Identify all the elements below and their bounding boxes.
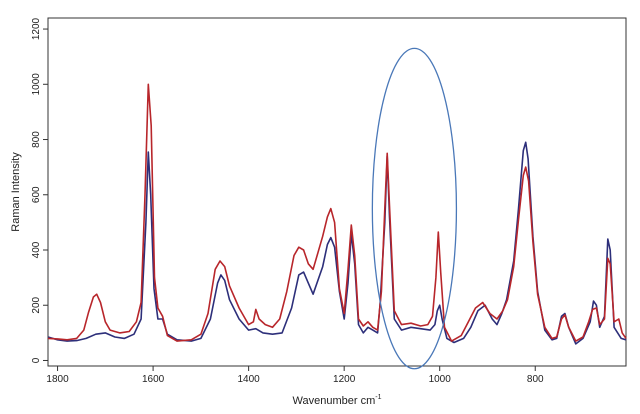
y-tick-label: 400: [31, 241, 42, 258]
y-axis-title: Raman Intensity: [10, 152, 22, 232]
series-line-1: [47, 141, 627, 345]
y-tick-label: 1200: [31, 17, 42, 40]
annotation-layer: [371, 47, 458, 370]
series-line-2: [47, 83, 627, 342]
x-tick-label: 1800: [46, 374, 69, 385]
x-axis-title: Wavenumber cm-1: [293, 394, 382, 407]
y-tick-label: 0: [31, 357, 42, 363]
y-tick-label: 800: [31, 131, 42, 148]
x-tick-label: 1000: [429, 374, 452, 385]
plot-frame: [47, 17, 627, 367]
highlight-ellipse: [371, 47, 458, 370]
x-tick-label: 800: [527, 374, 544, 385]
x-tick-label: 1400: [238, 374, 261, 385]
y-tick-label: 600: [31, 186, 42, 203]
y-tick-label: 1000: [31, 73, 42, 96]
x-tick-label: 1600: [142, 374, 165, 385]
series-layer: [47, 83, 627, 345]
x-axis-ticks: 1800 1600 1400 1200 1000 800: [46, 366, 544, 385]
x-tick-label: 1200: [333, 374, 356, 385]
y-axis-ticks: 0 200 400 600 800 1000 1200: [31, 17, 48, 363]
y-tick-label: 200: [31, 296, 42, 313]
